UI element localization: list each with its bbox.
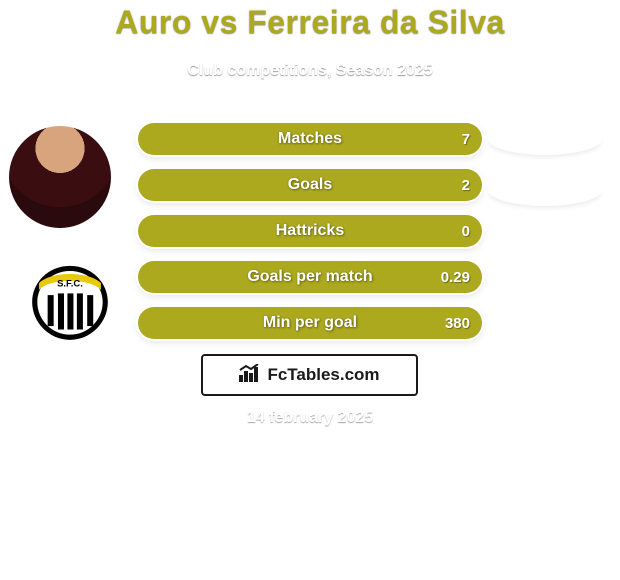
stat-value-left: 380 (445, 315, 470, 332)
chart-icon (239, 364, 261, 387)
stat-value-left: 7 (462, 131, 470, 148)
player-avatar (9, 126, 111, 228)
watermark[interactable]: FcTables.com (201, 354, 418, 396)
stat-label: Goals (138, 176, 482, 194)
stat-value-left: 0 (462, 223, 470, 240)
page-title: Auro vs Ferreira da Silva (0, 4, 620, 41)
stat-row: Goals2 (138, 169, 482, 201)
empty-stat-pill (490, 125, 600, 153)
club-logo-initials: S.F.C. (57, 279, 83, 290)
stat-label: Matches (138, 130, 482, 148)
empty-stat-pill (490, 176, 600, 204)
date: 14 february 2025 (0, 409, 620, 427)
club-logo: S.F.C. (20, 259, 120, 345)
comparison-card: Auro vs Ferreira da Silva Club competiti… (0, 0, 620, 580)
stat-value-left: 0.29 (441, 269, 470, 286)
stat-row: Hattricks0 (138, 215, 482, 247)
stat-label: Hattricks (138, 222, 482, 240)
stat-row: Min per goal380 (138, 307, 482, 339)
stat-label: Goals per match (138, 268, 482, 286)
subtitle: Club competitions, Season 2025 (0, 62, 620, 80)
stat-label: Min per goal (138, 314, 482, 332)
stat-value-left: 2 (462, 177, 470, 194)
stat-row: Goals per match0.29 (138, 261, 482, 293)
watermark-text: FcTables.com (267, 365, 379, 385)
stat-row: Matches7 (138, 123, 482, 155)
